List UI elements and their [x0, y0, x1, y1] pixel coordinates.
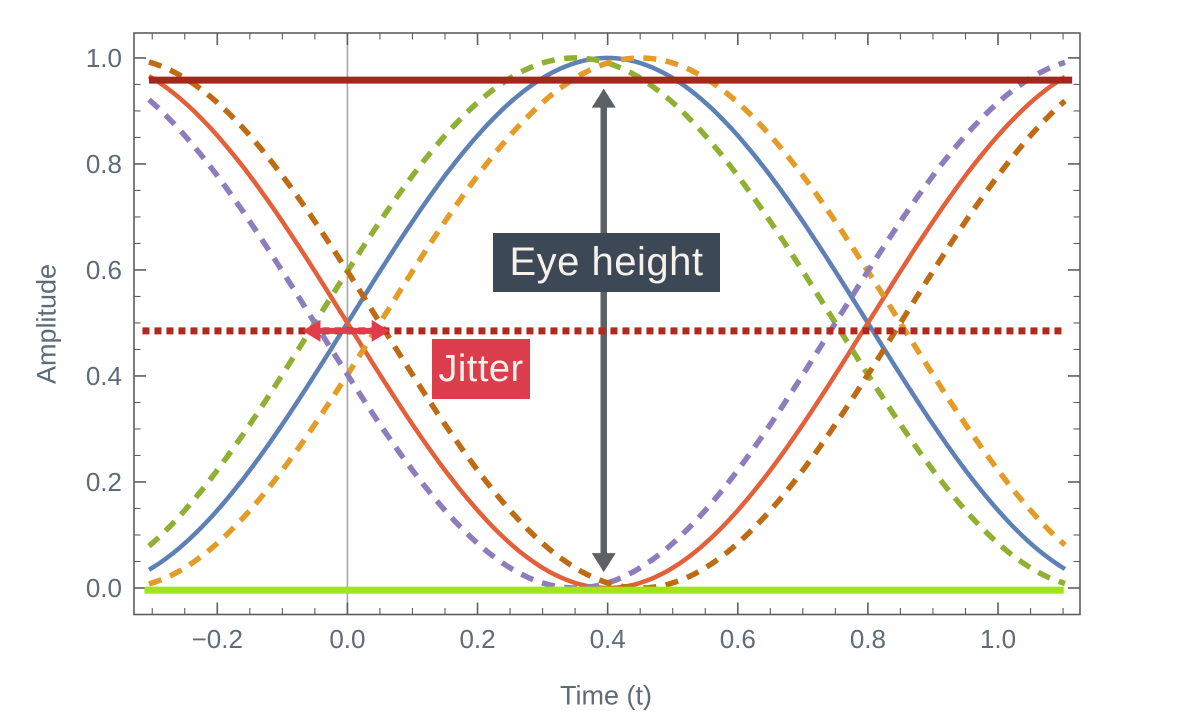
y-tick-label: 0.4 — [86, 361, 122, 391]
curve-falling-edge-late — [148, 59, 1067, 591]
x-tick-label: 0.8 — [850, 624, 886, 654]
curve-rising-edge-late — [148, 55, 1067, 587]
plot-frame — [133, 32, 1081, 616]
x-tick-label: −0.2 — [192, 624, 243, 654]
eye-height-arrowhead-down — [591, 553, 616, 573]
jitter-arrowhead-left — [302, 319, 321, 342]
x-tick-label: 1.0 — [980, 624, 1016, 654]
y-tick-label: 0.6 — [86, 255, 122, 285]
eye-height-label: Eye height — [493, 233, 720, 292]
x-axis-title: Time (t) — [560, 680, 652, 711]
x-tick-label: 0.6 — [720, 624, 756, 654]
curve-rising-edge-nominal — [147, 55, 1067, 572]
y-tick-label: 0.2 — [86, 467, 122, 497]
y-axis-title: Amplitude — [31, 263, 62, 385]
x-tick-label: 0.0 — [329, 624, 365, 654]
curve-rising-edge-early — [147, 55, 1066, 587]
x-tick-label: 0.2 — [459, 624, 495, 654]
y-tick-label: 1.0 — [86, 43, 122, 73]
jitter-arrowhead-right — [371, 319, 390, 342]
x-tick-label: 0.4 — [590, 624, 626, 654]
eye-height-arrowhead-up — [591, 88, 616, 108]
jitter-label: Jitter — [432, 339, 530, 399]
y-tick-label: 0.0 — [86, 573, 122, 603]
curve-falling-edge-early — [147, 59, 1066, 591]
y-tick-label: 0.8 — [86, 149, 122, 179]
